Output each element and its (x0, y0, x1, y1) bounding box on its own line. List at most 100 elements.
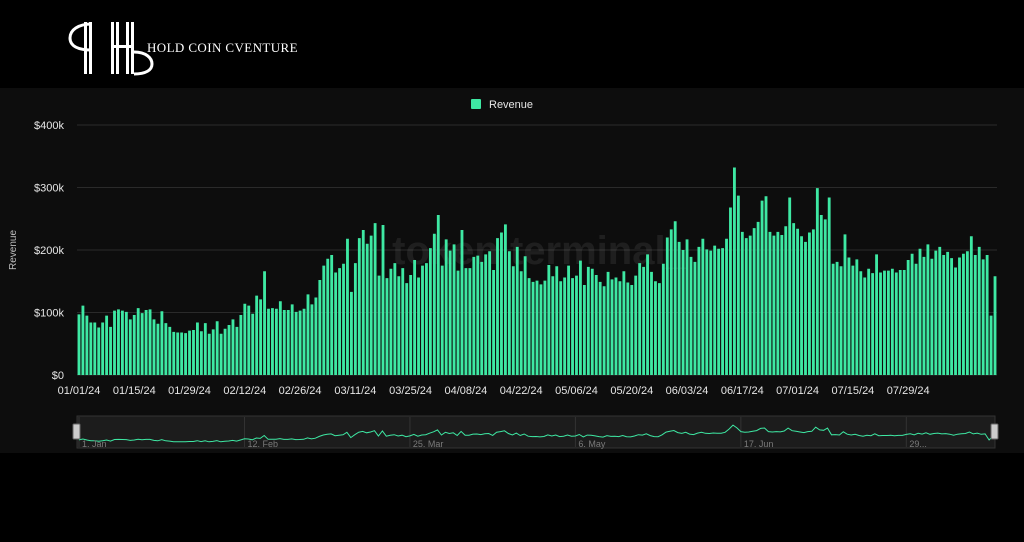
bar[interactable] (721, 248, 724, 376)
bar[interactable] (196, 322, 199, 376)
bar[interactable] (555, 266, 559, 375)
bar[interactable] (567, 265, 571, 376)
bar[interactable] (665, 237, 669, 376)
bar[interactable] (373, 223, 377, 376)
bar[interactable] (120, 310, 124, 376)
bar[interactable] (432, 233, 436, 375)
bar[interactable] (772, 235, 776, 376)
bar[interactable] (330, 255, 334, 375)
bar[interactable] (519, 271, 523, 375)
bar[interactable] (290, 304, 294, 376)
bar[interactable] (539, 284, 543, 376)
bar[interactable] (551, 276, 555, 375)
bar[interactable] (156, 323, 160, 375)
bar[interactable] (863, 277, 867, 376)
bar[interactable] (322, 265, 326, 376)
bar[interactable] (338, 268, 341, 376)
bar[interactable] (401, 268, 405, 376)
bar[interactable] (768, 231, 772, 376)
bar[interactable] (464, 268, 468, 376)
bar[interactable] (148, 309, 152, 376)
bar[interactable] (989, 315, 993, 376)
bar[interactable] (922, 256, 926, 376)
bar[interactable] (547, 265, 551, 375)
bar[interactable] (950, 258, 954, 376)
bar[interactable] (661, 263, 665, 375)
bar[interactable] (507, 251, 511, 375)
bar[interactable] (132, 315, 136, 375)
bar[interactable] (484, 254, 488, 376)
bar[interactable] (579, 260, 582, 376)
bar[interactable] (81, 305, 85, 376)
bar[interactable] (634, 275, 638, 376)
bar[interactable] (318, 280, 322, 375)
bar[interactable] (144, 310, 148, 375)
bar[interactable] (314, 297, 318, 376)
bar[interactable] (898, 270, 902, 375)
bar[interactable] (748, 235, 752, 376)
bar[interactable] (476, 255, 480, 376)
bar[interactable] (875, 254, 878, 376)
bar[interactable] (626, 282, 630, 376)
bar[interactable] (725, 238, 728, 375)
bar[interactable] (681, 250, 685, 375)
bar[interactable] (436, 215, 440, 375)
bar[interactable] (729, 207, 732, 376)
bar[interactable] (235, 326, 239, 376)
bar[interactable] (606, 271, 610, 376)
bar[interactable] (914, 263, 918, 375)
bar[interactable] (851, 265, 855, 376)
bar[interactable] (113, 310, 116, 376)
bar[interactable] (334, 272, 338, 376)
bar[interactable] (377, 275, 381, 376)
bar[interactable] (733, 167, 736, 376)
bar[interactable] (511, 266, 515, 375)
bar[interactable] (614, 277, 618, 376)
bar[interactable] (843, 234, 847, 376)
bar[interactable] (405, 283, 409, 376)
bar[interactable] (752, 228, 756, 376)
bar[interactable] (342, 263, 345, 375)
bar[interactable] (93, 322, 97, 376)
bar[interactable] (586, 266, 590, 376)
bar[interactable] (247, 305, 251, 376)
bar[interactable] (886, 270, 890, 376)
bar[interactable] (867, 268, 871, 375)
bar[interactable] (310, 304, 314, 376)
bar[interactable] (697, 246, 701, 376)
bar[interactable] (918, 248, 922, 375)
bar[interactable] (421, 265, 424, 376)
bar[interactable] (515, 246, 519, 376)
bar[interactable] (760, 200, 764, 376)
bar[interactable] (136, 308, 140, 376)
bar[interactable] (677, 241, 681, 376)
bar[interactable] (776, 231, 780, 376)
bar[interactable] (985, 255, 989, 375)
bar[interactable] (255, 295, 259, 376)
bar[interactable] (89, 322, 93, 376)
bar[interactable] (444, 239, 448, 376)
bar[interactable] (938, 246, 942, 376)
bar[interactable] (346, 238, 349, 375)
bar[interactable] (192, 330, 195, 375)
bar[interactable] (685, 239, 689, 376)
bar[interactable] (717, 248, 721, 375)
bar[interactable] (105, 315, 109, 376)
bar[interactable] (381, 225, 385, 375)
bar[interactable] (215, 321, 219, 375)
bar[interactable] (946, 251, 950, 376)
bar[interactable] (128, 319, 132, 376)
bar[interactable] (350, 291, 353, 376)
bar[interactable] (981, 259, 985, 376)
bar[interactable] (804, 241, 807, 376)
bar[interactable] (180, 332, 184, 376)
bar[interactable] (124, 311, 128, 376)
bar[interactable] (282, 310, 286, 375)
bar[interactable] (926, 244, 930, 376)
bar[interactable] (496, 238, 499, 376)
bar-series[interactable] (77, 167, 997, 376)
bar[interactable] (942, 255, 946, 375)
bar[interactable] (259, 299, 263, 376)
bar[interactable] (207, 333, 211, 375)
bar[interactable] (575, 275, 578, 376)
